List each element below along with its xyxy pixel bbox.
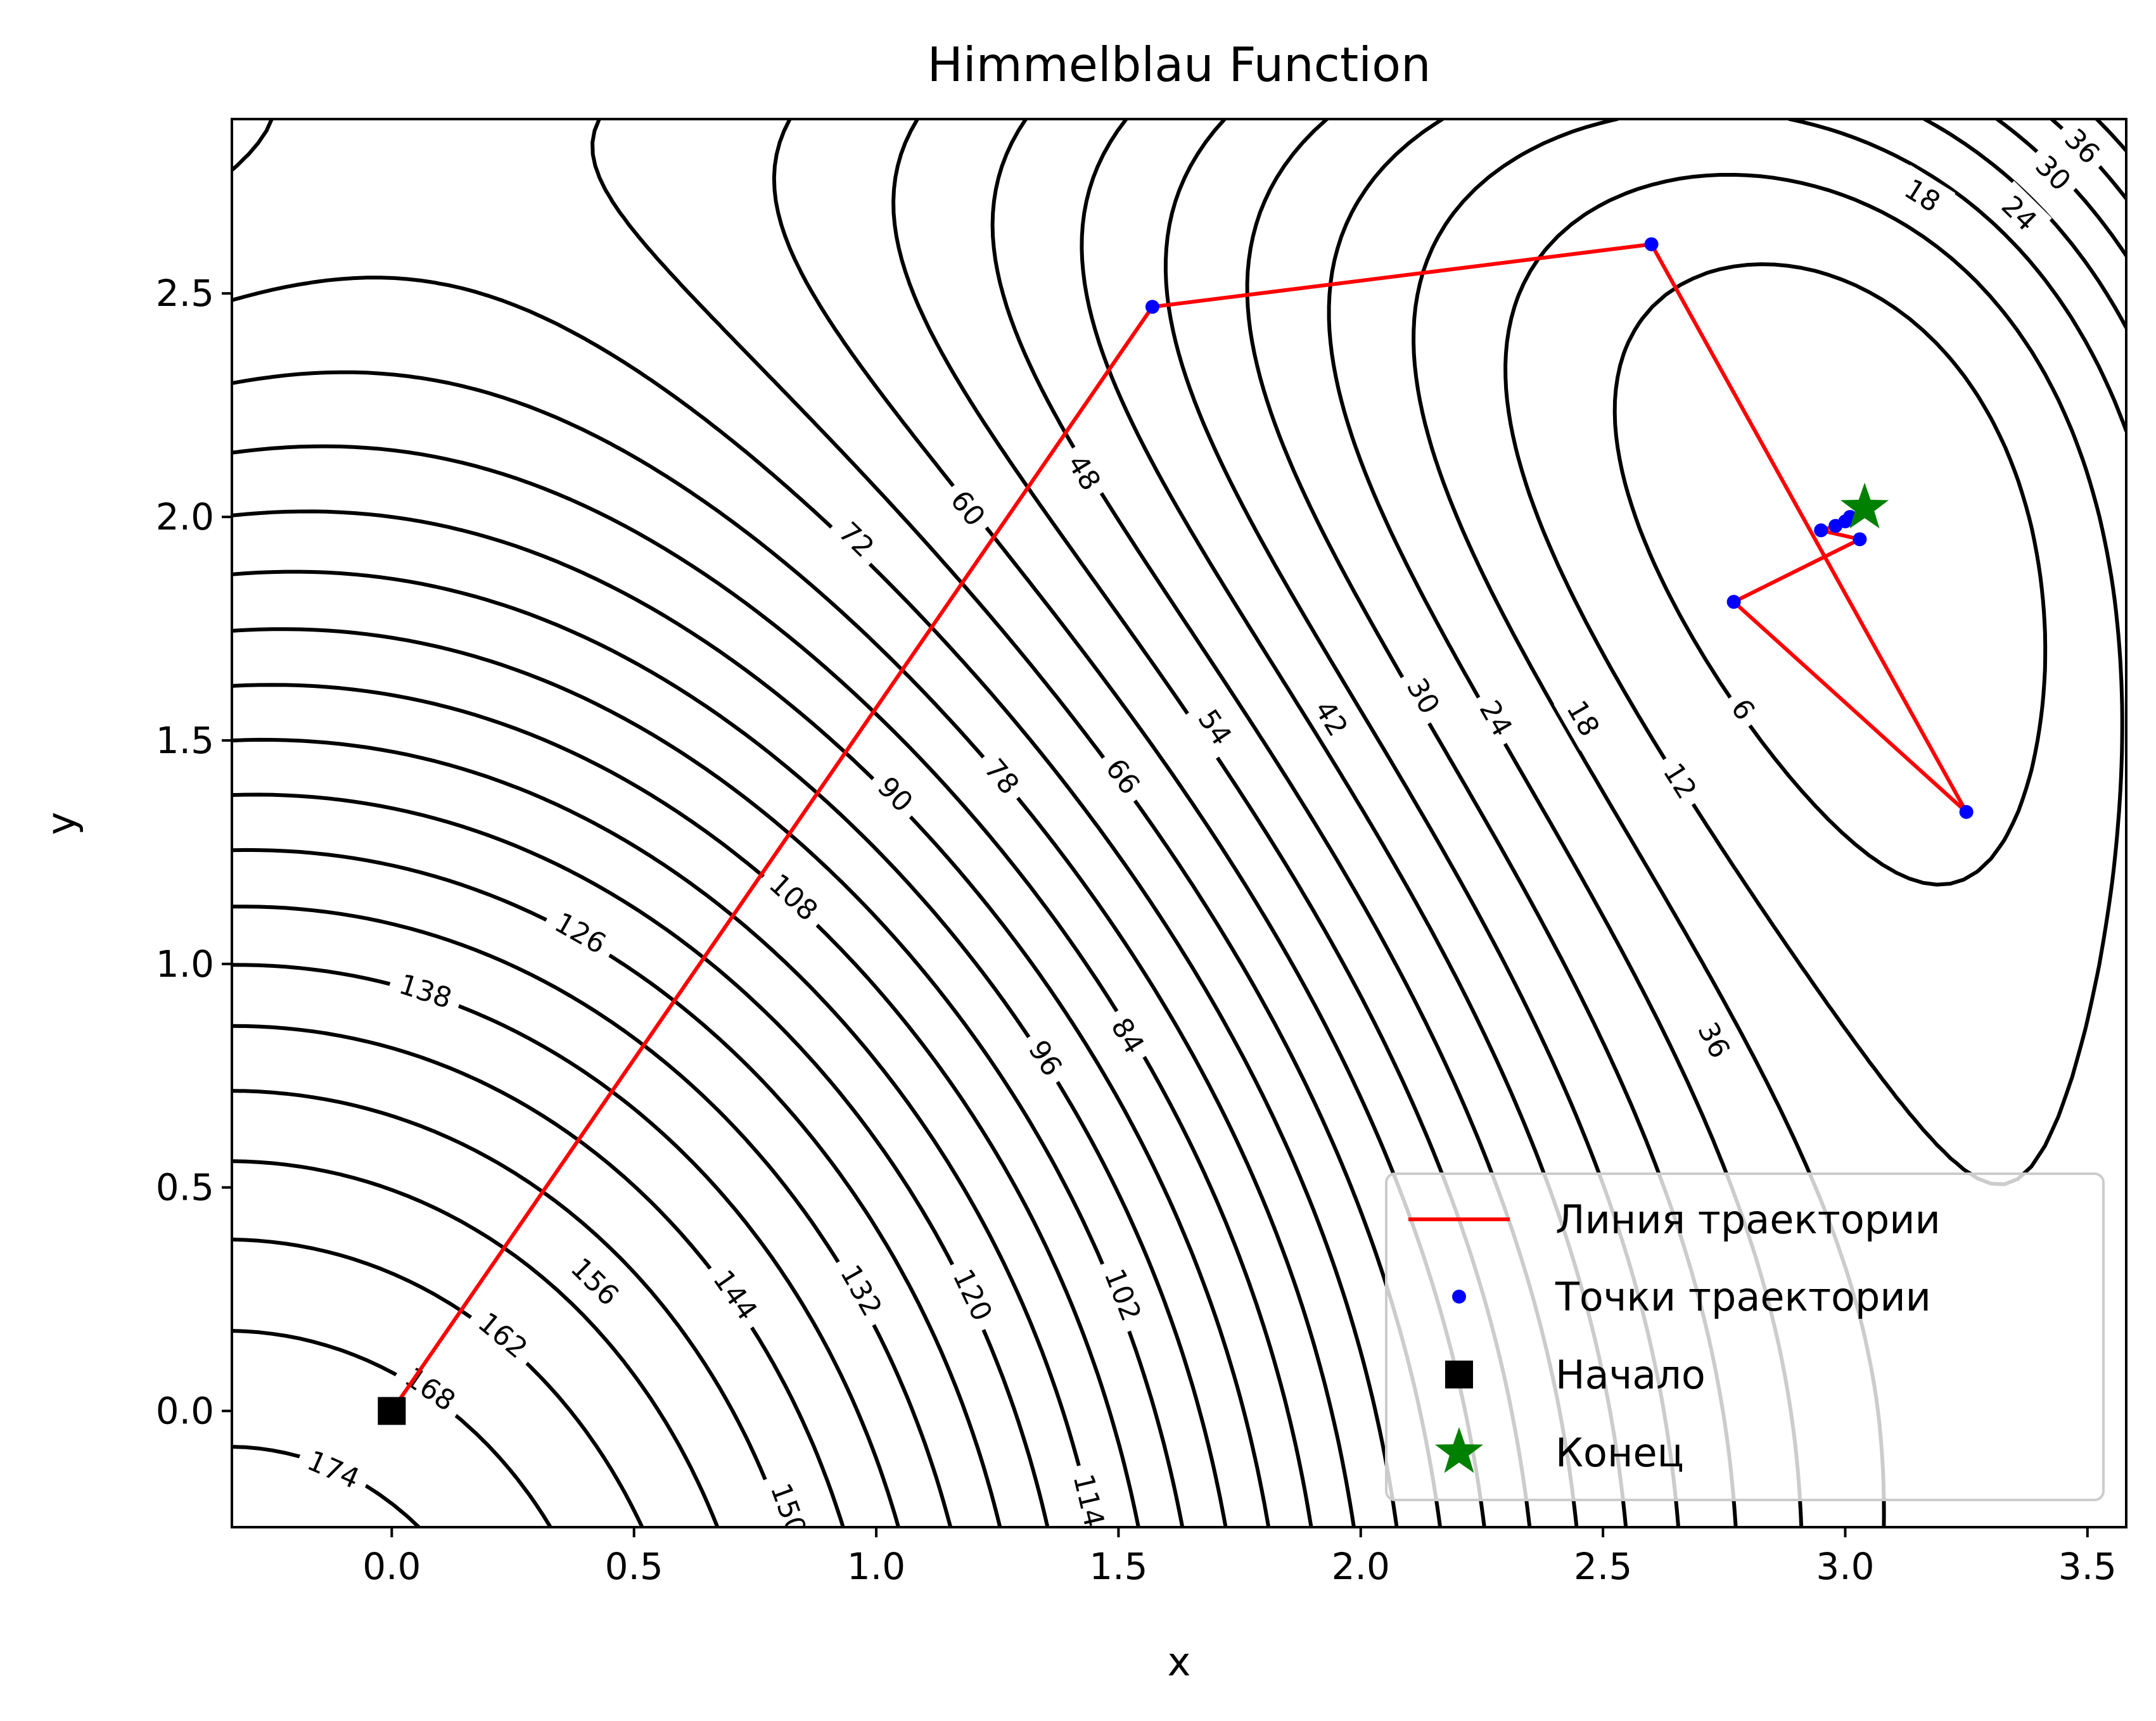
contour-label: 150 xyxy=(764,1479,813,1540)
y-axis-ticks: 0.0 0.5 1.0 1.5 2.0 2.5 xyxy=(156,272,232,1433)
legend-entry: Точки траектории xyxy=(1555,1274,1931,1320)
contour-label-bg xyxy=(936,475,1000,541)
chart-title: Himmelblau Function xyxy=(927,37,1431,92)
x-tick-label: 2.0 xyxy=(1332,1545,1390,1588)
contour-label-bg xyxy=(1394,663,1454,728)
contour-label-bg xyxy=(1015,1025,1076,1091)
legend-key-end xyxy=(1435,1427,1483,1473)
trajectory-point-2 xyxy=(1644,237,1659,251)
contour-line-126 xyxy=(232,848,1002,1527)
contour-label: 138 xyxy=(395,968,456,1015)
contour-label-bg xyxy=(2050,119,2115,179)
contour-label-bg xyxy=(1718,684,1769,734)
legend-key-points xyxy=(1452,1290,1466,1304)
contour-line-78 xyxy=(232,370,1356,1527)
trajectory-point-6 xyxy=(1814,523,1828,538)
contour-line-132 xyxy=(232,905,953,1527)
y-tick-label: 1.0 xyxy=(156,943,214,986)
contour-label-bg xyxy=(824,507,890,572)
contour-label-bg xyxy=(970,743,1034,809)
x-tick-label: 1.0 xyxy=(847,1545,905,1588)
contour-label-bg xyxy=(390,1352,471,1425)
trajectory-point-1 xyxy=(1145,300,1159,314)
x-tick-label: 2.5 xyxy=(1574,1545,1632,1588)
contour-label-bg xyxy=(1467,685,1526,751)
y-tick-label: 0.0 xyxy=(156,1390,214,1433)
legend-entry: Линия траектории xyxy=(1555,1197,1941,1243)
plot-frame xyxy=(231,118,2127,1528)
legend-entry: Начало xyxy=(1555,1352,1706,1398)
contour-label-bg xyxy=(1301,685,1362,751)
x-tick-label: 3.0 xyxy=(1816,1545,1874,1588)
contour-line-108 xyxy=(232,683,1140,1527)
contour-label-bg xyxy=(463,1297,544,1373)
contour-label-bg xyxy=(758,1468,820,1527)
legend-entry: Конец xyxy=(1555,1430,1684,1476)
contour-label-bg xyxy=(1062,1461,1116,1527)
trajectory-point-4 xyxy=(1726,595,1741,609)
x-tick-label: 3.5 xyxy=(2058,1545,2117,1588)
y-tick-label: 1.5 xyxy=(156,719,214,762)
contour-label-bg xyxy=(385,962,466,1020)
contour-label-bg xyxy=(1685,1007,1744,1072)
contour-line-156 xyxy=(232,1159,720,1527)
contour-label-bg xyxy=(827,1249,896,1331)
contour-label-bg xyxy=(1987,181,2052,246)
contour-label-bg xyxy=(1092,1254,1154,1336)
contour-label: 102 xyxy=(1098,1264,1147,1326)
contour-label-bg xyxy=(1185,694,1246,760)
x-axis-ticks: 0.0 0.5 1.0 1.5 2.0 2.5 3.0 3.5 xyxy=(362,1527,2117,1588)
trajectory xyxy=(378,237,1974,1425)
contour-label-bg xyxy=(293,1437,374,1501)
contour-line-102 xyxy=(232,627,1185,1527)
contour-label-bg xyxy=(940,1254,1006,1336)
y-tick-label: 2.0 xyxy=(156,495,214,538)
y-tick-label: 0.5 xyxy=(156,1166,214,1209)
contour-label-bg xyxy=(1650,747,1711,813)
y-axis-label: y xyxy=(38,812,84,835)
contour-label-bg xyxy=(1890,165,1956,225)
contour-label-bg xyxy=(1092,743,1155,810)
legend-box xyxy=(1385,1172,2105,1501)
trajectory-point-5 xyxy=(1853,532,1867,547)
legend-key-start xyxy=(1445,1361,1473,1388)
contour-line-168 xyxy=(232,1329,552,1527)
contour-label-bg xyxy=(699,1254,772,1335)
x-tick-label: 1.5 xyxy=(1089,1545,1147,1588)
x-axis-label: x xyxy=(1168,1639,1191,1685)
contour-label-bg xyxy=(754,858,834,936)
contour-label-bg xyxy=(1553,685,1614,751)
contour-line-6 xyxy=(1612,262,2048,887)
trajectory-point-3 xyxy=(1959,804,1974,819)
contour-label-bg xyxy=(1098,1003,1159,1069)
x-tick-label: 0.5 xyxy=(605,1545,663,1588)
legend: Линия траектории Точки траектории Начало Ко… xyxy=(1385,1172,2105,1501)
contour-label-bg xyxy=(540,898,622,967)
y-tick-label: 2.5 xyxy=(156,272,214,315)
x-tick-label: 0.0 xyxy=(362,1545,421,1588)
contour-label-bg xyxy=(1054,440,1115,505)
start-marker xyxy=(378,1397,406,1425)
contour-line-138 xyxy=(232,963,901,1527)
contour-label-bg xyxy=(863,761,928,827)
end-marker xyxy=(1840,483,1889,529)
contour-label-bg xyxy=(556,1242,635,1321)
contour-line-72 xyxy=(232,276,1399,1527)
contour-label-bg xyxy=(2021,140,2086,205)
